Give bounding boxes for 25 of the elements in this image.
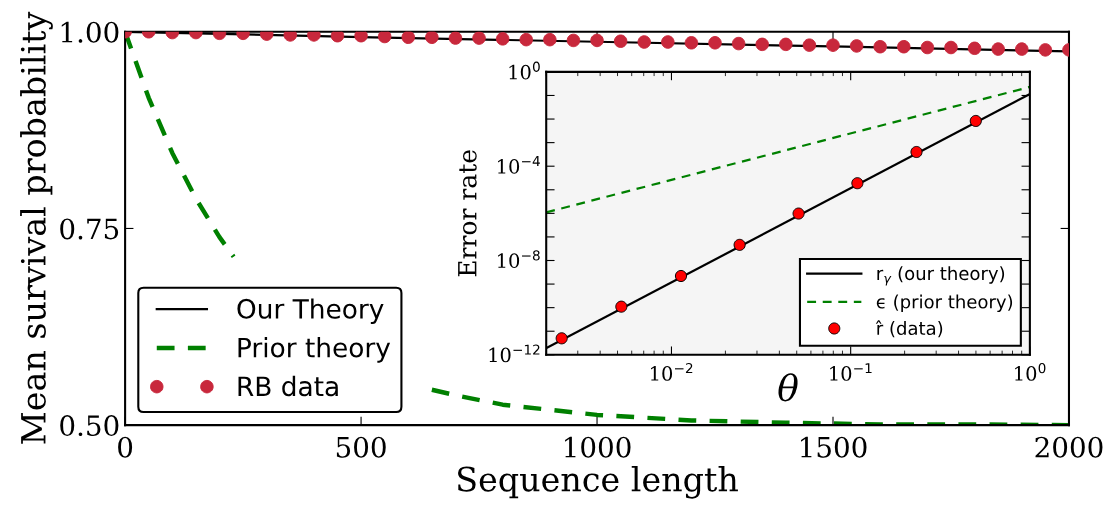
- x-tick-label: 10$^{−2}$: [651, 362, 693, 381]
- y-tick-label: 0.50: [60, 415, 119, 437]
- legend-label: RB data: [238, 375, 338, 397]
- y-axis-title: Error rate: [458, 150, 477, 277]
- legend-label: r$_{γ}$ (our theory): [877, 266, 1005, 286]
- y-tick-label: 10$^{−8}$: [498, 250, 540, 269]
- x-axis-title: Sequence length: [458, 465, 738, 499]
- legend-label: ϵ (prior theory): [876, 294, 1013, 313]
- y-tick-label: 10$^{−12}$: [489, 344, 540, 363]
- y-tick-label: 10$^{0}$: [509, 61, 540, 80]
- x-tick-label: 500: [336, 436, 386, 458]
- x-tick-label: 0: [118, 436, 133, 458]
- legend-label: r̂ (data): [875, 320, 943, 338]
- x-axis-title: θ: [778, 373, 798, 402]
- y-axis-title: Mean survival probability: [20, 11, 53, 444]
- y-tick-label: 10$^{−4}$: [498, 156, 540, 174]
- legend-label: Prior theory: [238, 337, 391, 363]
- x-tick-label: 1000: [565, 436, 631, 458]
- x-tick-label: 1500: [801, 436, 867, 458]
- x-tick-label: 10$^{0}$: [1015, 362, 1046, 381]
- x-tick-label: 2000: [1035, 436, 1103, 458]
- y-tick-label: 1.00: [61, 21, 119, 43]
- x-tick-label: 10$^{−1}$: [830, 363, 872, 381]
- y-tick-label: 0.75: [60, 218, 119, 240]
- legend-label: Our Theory: [237, 298, 384, 324]
